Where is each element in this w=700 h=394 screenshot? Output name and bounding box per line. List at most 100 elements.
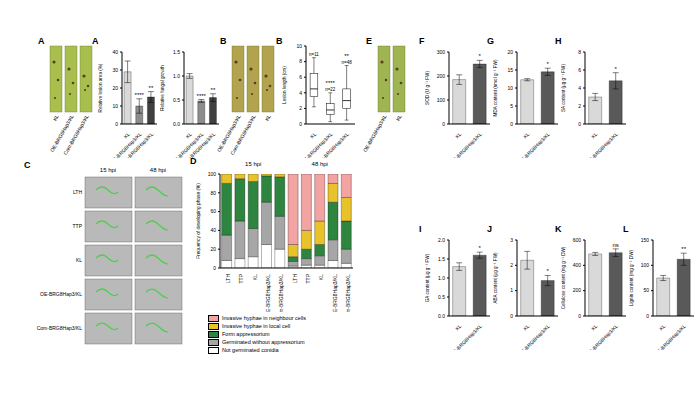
svg-text:Com-BRG8Hap3/KL: Com-BRG8Hap3/KL xyxy=(345,274,351,312)
svg-text:40: 40 xyxy=(210,227,216,233)
svg-text:1.0: 1.0 xyxy=(438,275,445,281)
svg-text:KL: KL xyxy=(76,257,82,263)
svg-text:Com-BRG8Hap3/KL: Com-BRG8Hap3/KL xyxy=(278,274,284,312)
svg-text:300: 300 xyxy=(437,49,446,55)
svg-text:Com-BRG8Hap3/KL: Com-BRG8Hap3/KL xyxy=(37,325,83,331)
svg-text:GA content (μg g⁻¹ FW): GA content (μg g⁻¹ FW) xyxy=(425,253,430,302)
svg-text:Com-BRG8Hap3/KL: Com-BRG8Hap3/KL xyxy=(180,131,216,158)
svg-text:TTP: TTP xyxy=(239,273,245,283)
svg-text:KL: KL xyxy=(590,131,599,140)
svg-text:TTP: TTP xyxy=(73,223,83,229)
svg-text:*: * xyxy=(615,66,618,72)
svg-text:Relative fungal growth: Relative fungal growth xyxy=(160,65,165,111)
svg-text:OE-BRG8Hap3/KL: OE-BRG8Hap3/KL xyxy=(40,291,82,297)
svg-text:**: ** xyxy=(681,246,686,252)
svg-text:OE-BRG8Hap3/KL: OE-BRG8Hap3/KL xyxy=(585,323,619,350)
svg-text:*: * xyxy=(479,53,482,59)
svg-text:n=48: n=48 xyxy=(342,60,353,65)
svg-text:SA content (μg g⁻¹ FW): SA content (μg g⁻¹ FW) xyxy=(561,64,566,112)
svg-text:OE-BRG8Hap3/KL: OE-BRG8Hap3/KL xyxy=(362,113,388,153)
svg-text:60: 60 xyxy=(210,208,216,214)
svg-text:0.5: 0.5 xyxy=(173,97,180,103)
svg-text:TTP: TTP xyxy=(305,273,311,283)
svg-text:100: 100 xyxy=(641,262,650,268)
svg-text:KL: KL xyxy=(252,274,258,280)
svg-text:**: ** xyxy=(149,85,154,91)
svg-text:15 hpi: 15 hpi xyxy=(100,167,116,173)
svg-text:0: 0 xyxy=(578,313,581,319)
svg-text:*: * xyxy=(547,61,550,67)
svg-text:*: * xyxy=(479,245,482,251)
svg-text:20: 20 xyxy=(210,246,216,252)
svg-text:****: **** xyxy=(135,92,145,98)
svg-text:10: 10 xyxy=(296,43,302,49)
svg-text:**: ** xyxy=(211,87,216,93)
svg-text:KL: KL xyxy=(309,131,318,140)
svg-text:1: 1 xyxy=(510,287,513,293)
svg-text:200: 200 xyxy=(437,73,446,79)
svg-text:100: 100 xyxy=(208,171,217,177)
svg-text:20: 20 xyxy=(507,49,513,55)
svg-text:2: 2 xyxy=(578,103,581,109)
svg-text:KL: KL xyxy=(590,323,599,332)
svg-text:200: 200 xyxy=(573,287,582,293)
svg-text:SOD (U g⁻¹ FW): SOD (U g⁻¹ FW) xyxy=(425,71,430,105)
svg-text:OE-BRG8Hap3/KL: OE-BRG8Hap3/KL xyxy=(332,274,338,312)
svg-text:KL: KL xyxy=(395,113,403,121)
svg-text:40: 40 xyxy=(112,49,118,55)
svg-text:**: ** xyxy=(344,53,349,59)
svg-text:KL: KL xyxy=(658,323,667,332)
svg-text:KL: KL xyxy=(52,113,60,121)
svg-text:LTH: LTH xyxy=(73,189,82,195)
svg-text:2: 2 xyxy=(299,105,302,111)
svg-text:Com-BRG8Hap3/KL: Com-BRG8Hap3/KL xyxy=(314,131,350,158)
svg-text:48 hpi: 48 hpi xyxy=(150,167,166,173)
svg-text:15 hpi: 15 hpi xyxy=(245,161,261,167)
svg-text:3: 3 xyxy=(510,237,513,243)
svg-text:MDA content (nmol g⁻¹ FW): MDA content (nmol g⁻¹ FW) xyxy=(493,59,498,116)
svg-text:Cellulose content (mg g⁻¹ DW): Cellulose content (mg g⁻¹ DW) xyxy=(561,246,566,309)
svg-text:Relative lesion area (%): Relative lesion area (%) xyxy=(98,63,103,112)
svg-text:ns: ns xyxy=(613,242,619,248)
svg-text:Frequency of developing phase: Frequency of developing phase (%) xyxy=(196,183,201,259)
svg-text:10: 10 xyxy=(112,103,118,109)
svg-text:15: 15 xyxy=(507,67,513,73)
svg-text:KL: KL xyxy=(454,131,463,140)
svg-text:8: 8 xyxy=(299,58,302,64)
svg-text:KL: KL xyxy=(454,323,463,332)
svg-text:150: 150 xyxy=(641,237,650,243)
svg-text:0.0: 0.0 xyxy=(173,121,180,127)
svg-text:80: 80 xyxy=(210,190,216,196)
svg-text:Com-BRG8Hap3/KL: Com-BRG8Hap3/KL xyxy=(118,131,154,158)
svg-text:400: 400 xyxy=(573,262,582,268)
svg-text:KL: KL xyxy=(522,131,531,140)
svg-text:10: 10 xyxy=(507,85,513,91)
svg-text:OE-BRG8Hap3/KL: OE-BRG8Hap3/KL xyxy=(449,323,483,350)
svg-text:1.5: 1.5 xyxy=(438,256,445,262)
svg-text:ABA content (μg g⁻¹ FW): ABA content (μg g⁻¹ FW) xyxy=(493,252,498,303)
svg-text:*: * xyxy=(547,268,550,274)
svg-text:48 hpi: 48 hpi xyxy=(312,161,328,167)
svg-text:6: 6 xyxy=(578,67,581,73)
svg-text:OE-BRG8Hap3/KL: OE-BRG8Hap3/KL xyxy=(653,323,687,350)
svg-text:****: **** xyxy=(197,93,207,99)
svg-text:KL: KL xyxy=(522,323,531,332)
svg-text:OE-BRG8Hap3/KL: OE-BRG8Hap3/KL xyxy=(449,131,483,158)
svg-text:LTH: LTH xyxy=(292,274,298,283)
svg-text:20: 20 xyxy=(112,85,118,91)
svg-text:OE-BRG8Hap3/KL: OE-BRG8Hap3/KL xyxy=(585,131,619,158)
svg-text:n=22: n=22 xyxy=(325,87,336,92)
svg-text:LTH: LTH xyxy=(225,274,231,283)
svg-text:0: 0 xyxy=(299,121,302,127)
svg-text:KL: KL xyxy=(264,113,272,121)
svg-text:KL: KL xyxy=(318,274,324,280)
svg-text:0: 0 xyxy=(578,121,581,127)
svg-text:600: 600 xyxy=(573,237,582,243)
svg-text:Lignin content (mg g⁻¹ DW): Lignin content (mg g⁻¹ DW) xyxy=(629,250,634,307)
svg-text:1.0: 1.0 xyxy=(173,73,180,79)
svg-text:0: 0 xyxy=(115,121,118,127)
svg-text:30: 30 xyxy=(112,67,118,73)
svg-text:8: 8 xyxy=(578,49,581,55)
svg-text:OE-BRG8Hap3/KL: OE-BRG8Hap3/KL xyxy=(265,274,271,312)
svg-text:0: 0 xyxy=(510,121,513,127)
